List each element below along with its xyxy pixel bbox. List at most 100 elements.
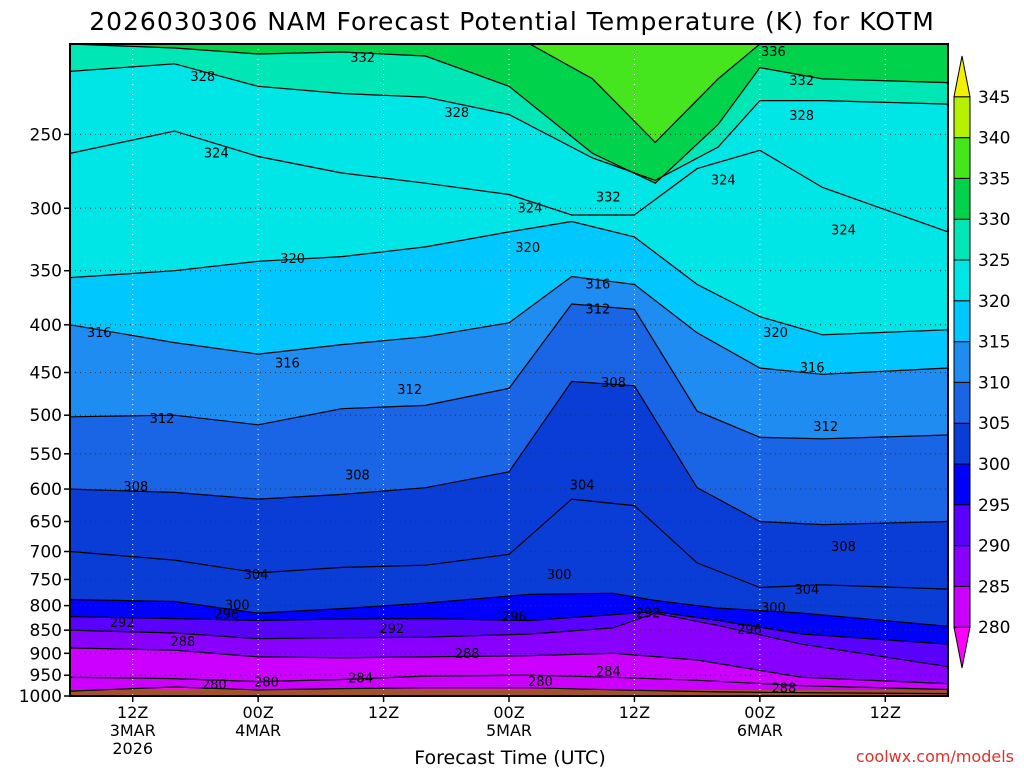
isentrope-292 [70, 612, 948, 668]
contour-fills [70, 44, 948, 696]
x-tick-label-6-1: 12Z [117, 703, 148, 722]
contour-label-39: 288 [455, 647, 480, 662]
colorbar-label-300: 300 [978, 455, 1010, 475]
isentrope-336 [529, 44, 761, 144]
isentrope-308 [70, 380, 948, 526]
isentrope-324 [70, 130, 948, 233]
isentrope-332 [70, 44, 948, 184]
contour-label-11: 320 [280, 252, 305, 267]
colorbar-band-285 [953, 545, 971, 587]
colorbar-label-335: 335 [978, 169, 1010, 189]
colorbar-band-310 [953, 341, 971, 383]
colorbar-band-335 [953, 137, 971, 179]
colorbar-band-300 [953, 422, 971, 465]
contour-label-44: 280 [528, 675, 553, 690]
contour-label-15: 316 [87, 326, 112, 341]
contour-label-17: 316 [275, 356, 300, 371]
contour-label-7: 324 [711, 173, 736, 188]
contour-label-29: 304 [794, 583, 819, 598]
contour-label-34: 292 [636, 607, 661, 622]
ground-band [70, 689, 948, 696]
isentrope-312 [70, 303, 948, 440]
contour-label-13: 316 [585, 277, 610, 292]
contour-label-9: 324 [517, 201, 542, 216]
y-tick-label-650: 650 [30, 512, 62, 532]
colorbar-band-330 [953, 177, 971, 220]
contour-label-32: 296 [214, 608, 239, 623]
contour-label-38: 288 [170, 635, 195, 650]
y-tick-label-550: 550 [30, 445, 62, 465]
contour-label-45: 288 [771, 682, 796, 697]
isentrope-lines [70, 44, 948, 695]
colorbar-label-320: 320 [978, 292, 1010, 312]
colorbar: 280 285 290 295 300 305 310 315 320 325 330 335 340 3… [953, 55, 1010, 669]
y-tick-label-900: 900 [30, 644, 62, 664]
contour-label-40: 284 [596, 665, 621, 680]
x-tick-label-66-2: 6MAR [737, 721, 783, 740]
x-tick-label-6-2: 3MAR [110, 721, 156, 740]
contour-label-42: 280 [202, 678, 227, 693]
colorbar-label-295: 295 [978, 496, 1010, 516]
colorbar-label-290: 290 [978, 537, 1010, 557]
contour-label-3: 328 [190, 70, 215, 85]
isentrope-316 [70, 275, 948, 375]
contour-label-37: 296 [737, 623, 762, 638]
y-tick-label-700: 700 [30, 543, 62, 563]
contour-label-4: 328 [444, 106, 469, 121]
fill-above-332 [70, 44, 948, 184]
colorbar-band-345 [953, 55, 971, 98]
contour-label-1: 336 [761, 45, 786, 60]
contour-label-28: 300 [547, 568, 572, 583]
y-tick-label-500: 500 [30, 406, 62, 426]
contour-label-41: 284 [348, 672, 373, 687]
contour-label-43: 280 [254, 675, 279, 690]
colorbar-band-280 [953, 585, 971, 628]
x-tick-label-42-1: 00Z [493, 703, 524, 722]
isentrope-284 [70, 674, 948, 691]
y-tick-label-300: 300 [30, 199, 62, 219]
y-tick-label-750: 750 [30, 570, 62, 590]
contour-label-8: 332 [596, 190, 621, 205]
contour-label-6: 324 [204, 146, 229, 161]
colorbar-band-320 [953, 259, 971, 302]
isentrope-296 [70, 610, 948, 645]
colorbar-band-325 [953, 218, 971, 261]
contour-label-14: 312 [585, 302, 610, 317]
isentrope-320 [70, 220, 948, 336]
y-tick-label-850: 850 [30, 621, 62, 641]
contour-label-25: 308 [123, 480, 148, 495]
contour-label-12: 320 [515, 241, 540, 256]
contour-label-23: 308 [345, 468, 370, 483]
y-tick-label-800: 800 [30, 597, 62, 617]
colorbar-label-325: 325 [978, 251, 1010, 271]
x-tick-label-18-2: 4MAR [235, 721, 281, 740]
grid-lines [70, 44, 948, 697]
y-axis-ticks: 250 300 350 400 450 500 550 600 650 700 750 800 850 9… [19, 125, 70, 707]
contour-label-27: 304 [244, 568, 269, 583]
contour-label-10: 324 [831, 224, 856, 239]
contour-label-19: 312 [397, 383, 422, 398]
isentrope-328 [70, 63, 948, 181]
colorbar-label-310: 310 [978, 373, 1010, 393]
contour-label-2: 332 [789, 74, 814, 89]
colorbar-label-305: 305 [978, 414, 1010, 434]
colorbar-band-295 [953, 463, 971, 506]
contour-label-35: 292 [110, 616, 135, 631]
ground-surface [70, 689, 948, 696]
fill-above-336 [529, 44, 760, 143]
contour-label-5: 328 [789, 109, 814, 124]
contour-label-33: 296 [502, 610, 527, 625]
colorbar-label-345: 345 [978, 88, 1010, 108]
y-tick-label-950: 950 [30, 666, 62, 686]
colorbar-label-315: 315 [978, 333, 1010, 353]
colorbar-band-315 [953, 300, 971, 343]
x-tick-label-18-1: 00Z [242, 703, 273, 722]
y-tick-label-450: 450 [30, 364, 62, 384]
y-tick-label-1000: 1000 [19, 687, 62, 707]
x-tick-label-78-1: 12Z [870, 703, 901, 722]
colorbar-label-285: 285 [978, 577, 1010, 597]
y-tick-label-350: 350 [30, 262, 62, 282]
